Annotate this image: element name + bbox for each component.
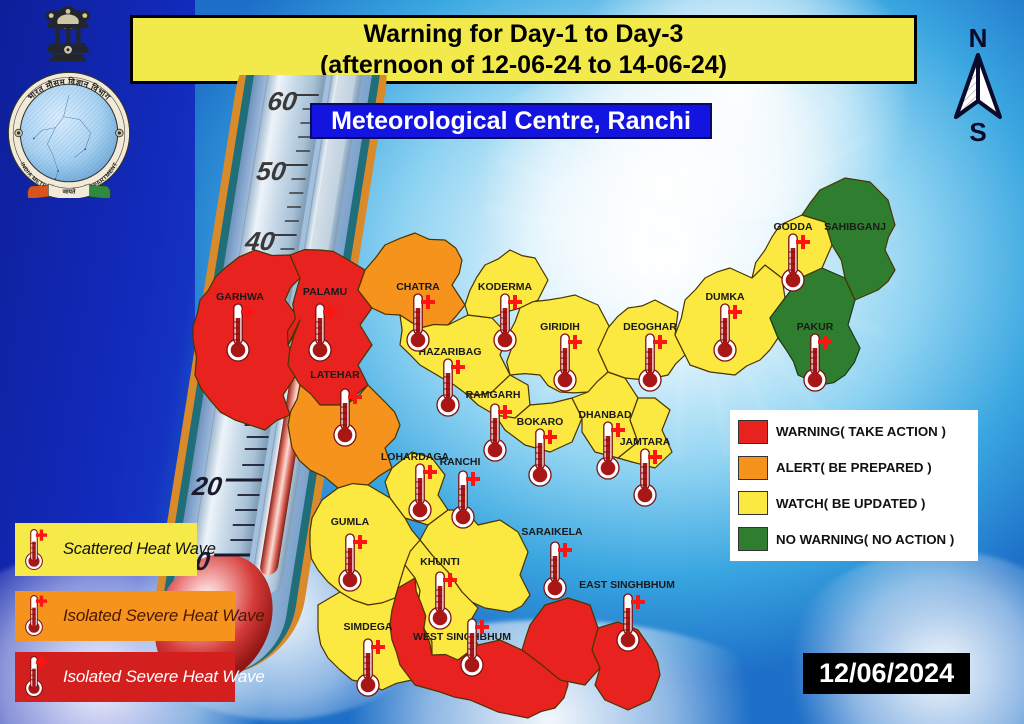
svg-text:KHUNTI: KHUNTI xyxy=(420,556,460,568)
svg-text:KODERMA: KODERMA xyxy=(478,281,533,293)
svg-text:DHANBAD: DHANBAD xyxy=(578,409,631,421)
svg-text:GODDA: GODDA xyxy=(773,221,813,233)
svg-text:DUMKA: DUMKA xyxy=(705,291,744,303)
svg-text:RAMGARH: RAMGARH xyxy=(466,389,521,401)
svg-text:GARHWA: GARHWA xyxy=(216,291,264,303)
svg-text:PALAMU: PALAMU xyxy=(303,286,347,298)
svg-text:SAHIBGANJ: SAHIBGANJ xyxy=(824,221,886,233)
svg-text:EAST SINGHBHUM: EAST SINGHBHUM xyxy=(579,579,675,591)
svg-text:JAMTARA: JAMTARA xyxy=(620,436,671,448)
svg-text:RANCHI: RANCHI xyxy=(440,456,481,468)
svg-text:HAZARIBAG: HAZARIBAG xyxy=(419,346,482,358)
svg-text:WEST SINGHBHUM: WEST SINGHBHUM xyxy=(413,631,511,643)
svg-text:PAKUR: PAKUR xyxy=(797,321,834,333)
svg-text:GUMLA: GUMLA xyxy=(331,516,370,528)
svg-text:SARAIKELA: SARAIKELA xyxy=(521,526,583,538)
svg-text:LATEHAR: LATEHAR xyxy=(310,369,360,381)
svg-text:SIMDEGA: SIMDEGA xyxy=(343,621,392,633)
svg-text:BOKARO: BOKARO xyxy=(517,416,564,428)
svg-text:CHATRA: CHATRA xyxy=(396,281,440,293)
svg-text:DEOGHAR: DEOGHAR xyxy=(623,321,677,333)
svg-text:GIRIDIH: GIRIDIH xyxy=(540,321,580,333)
